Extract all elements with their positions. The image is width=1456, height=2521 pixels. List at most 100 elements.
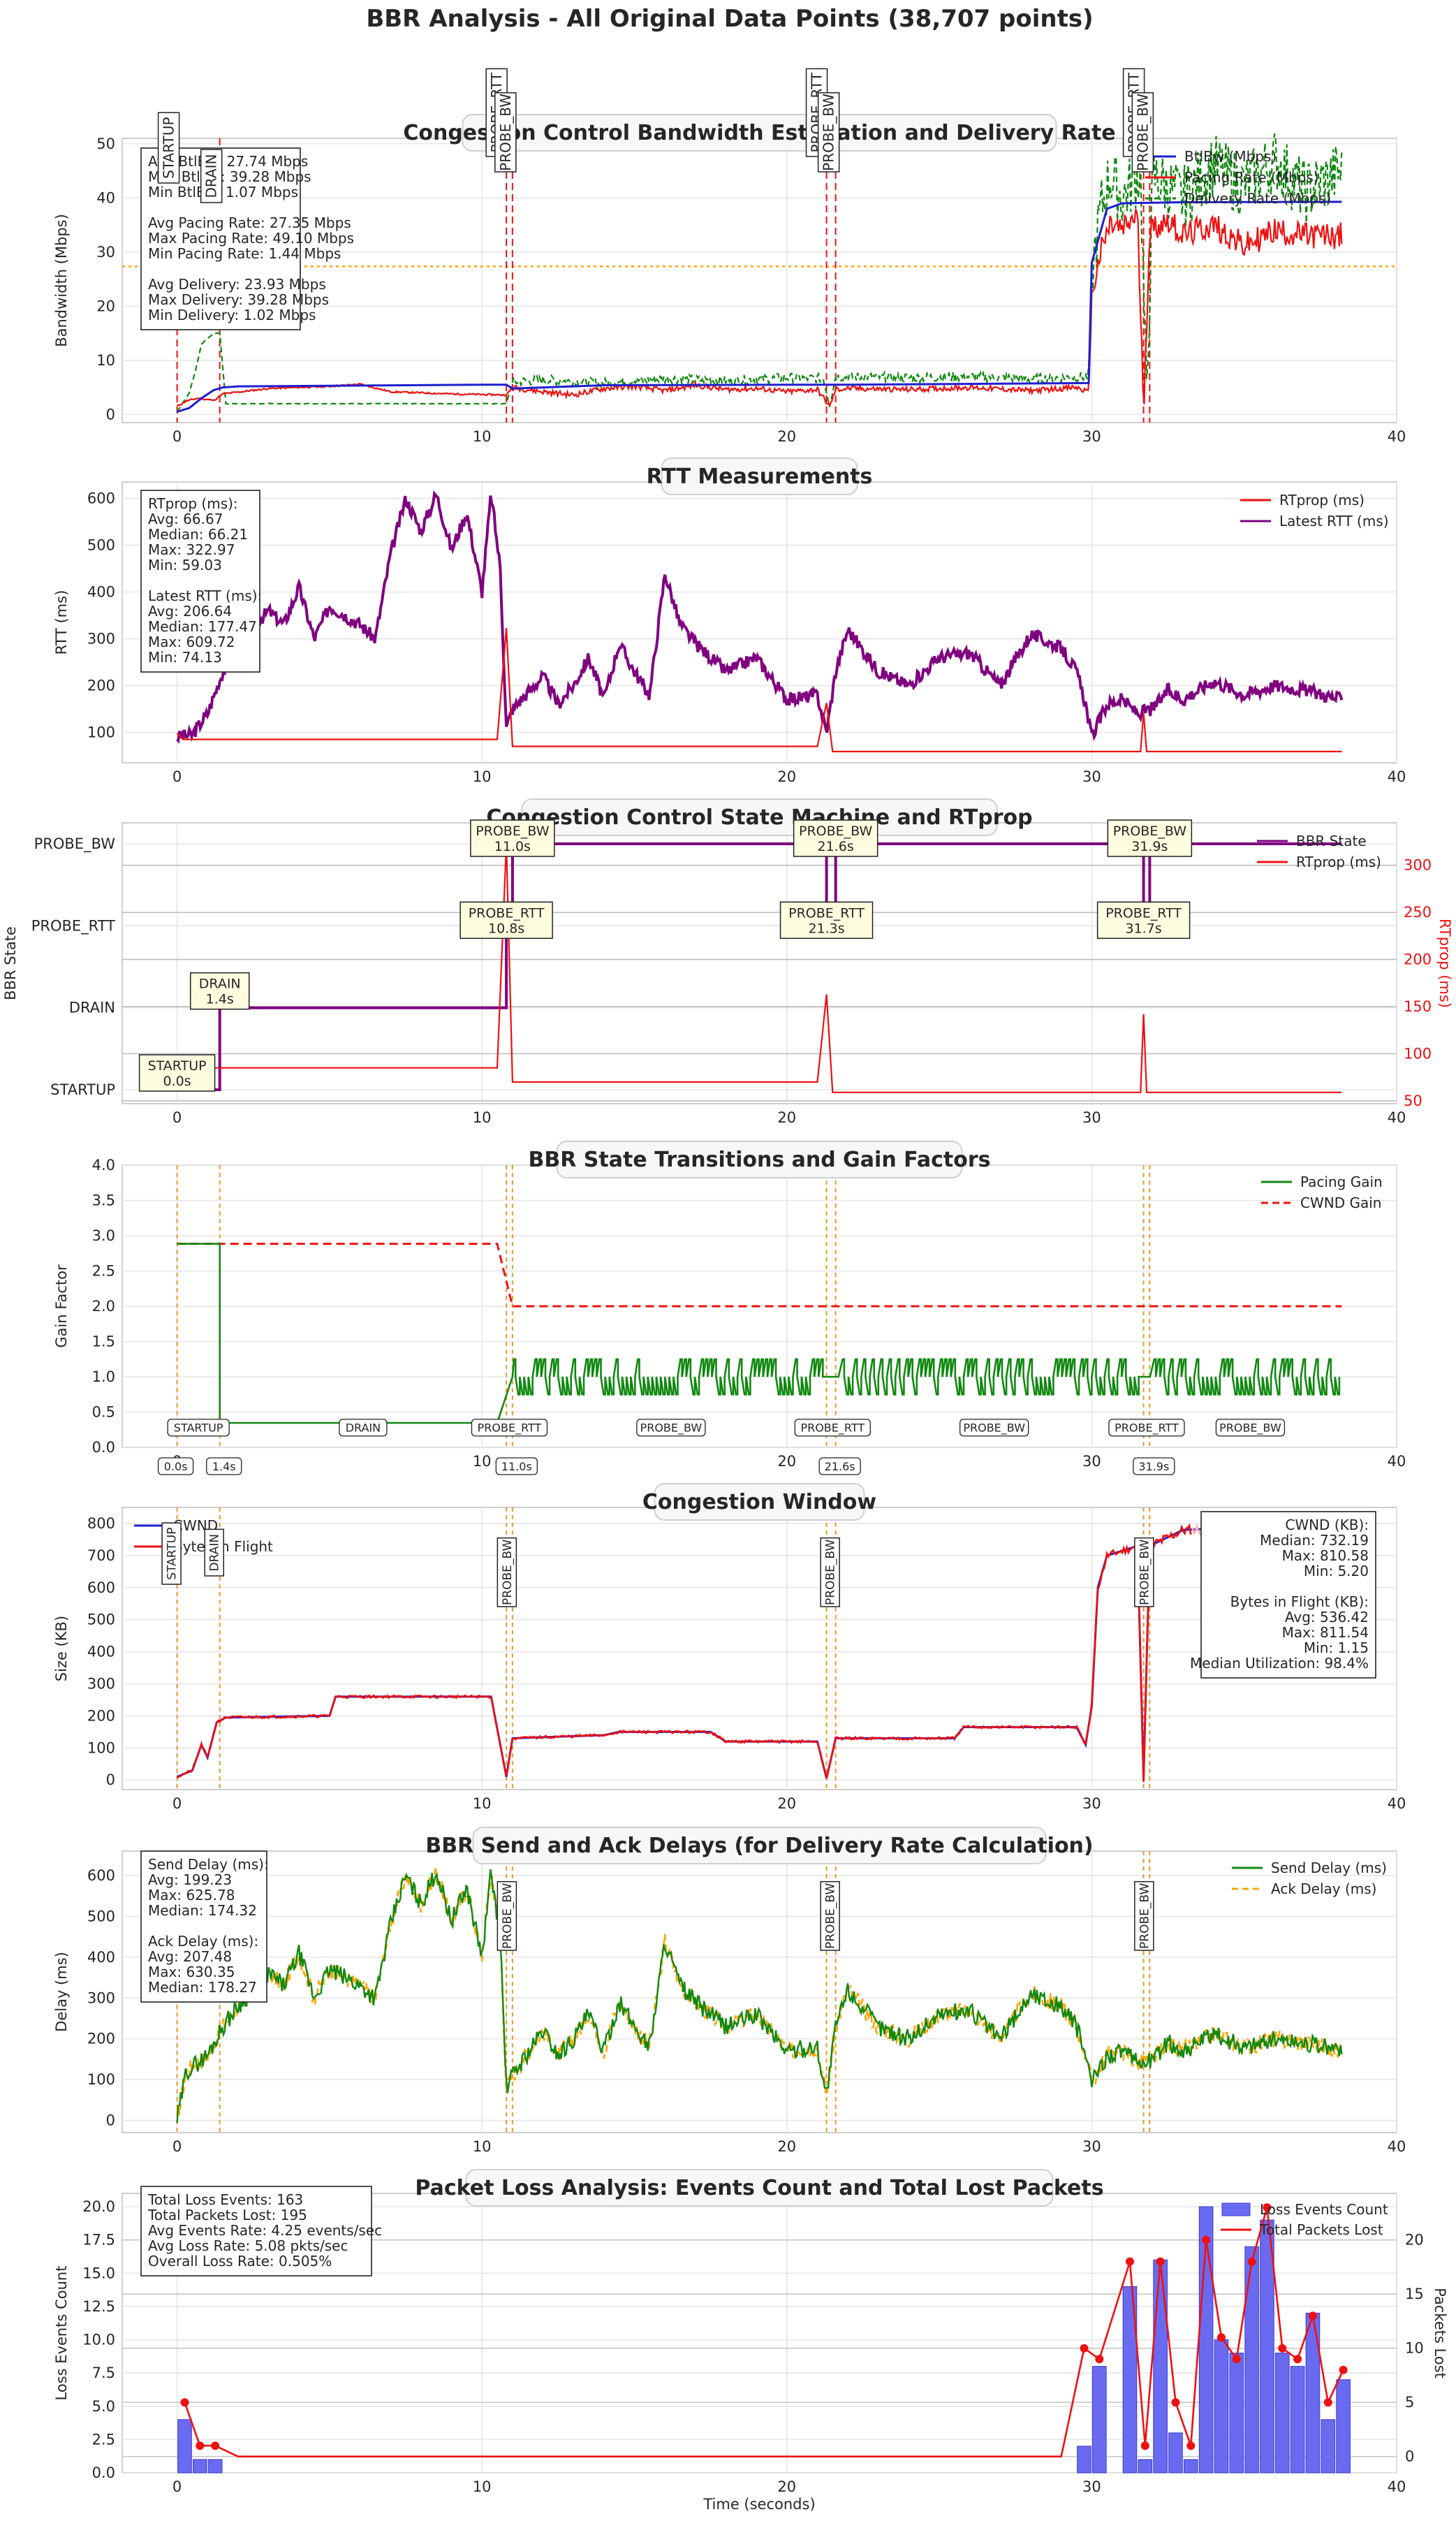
cwnd-gain-line (177, 1243, 1342, 1308)
y2-tick-label: 250 (1404, 904, 1432, 921)
stats-line: RTprop (ms): (148, 495, 238, 512)
loss-events-bar (1229, 2353, 1244, 2473)
panel-title: BBR State Transitions and Gain Factors (528, 1148, 990, 1172)
y-tick-label: 600 (87, 1579, 115, 1596)
x-tick-label: 30 (1082, 428, 1101, 445)
time-label-box (206, 1457, 242, 1475)
y-tick-label: 1.5 (92, 1333, 115, 1350)
y-tick-label: 15.0 (82, 2265, 115, 2281)
state-tick-label: STARTUP (50, 1081, 115, 1098)
y-tick-label: 10.0 (82, 2332, 115, 2348)
y-tick-label: 200 (87, 2031, 115, 2047)
x-tick-label: 10 (473, 1795, 492, 1812)
phase-label-box (636, 1419, 706, 1437)
state-tag-label: DRAIN (208, 1534, 222, 1572)
y-tick-label: 100 (87, 2071, 115, 2088)
y-tick-label: 0 (106, 406, 115, 423)
state-annotation-label: PROBE_RTT (1105, 905, 1182, 921)
stats-line: Max: 630.35 (148, 1964, 235, 1980)
y2-tick-label: 50 (1404, 1093, 1422, 1109)
y-tick-label: 400 (87, 583, 115, 600)
y-tick-label: 20 (96, 298, 115, 314)
phase-label: PROBE_BW (640, 1422, 703, 1435)
y2-tick-label: 150 (1404, 998, 1432, 1015)
time-label: 31.9s (1138, 1460, 1169, 1473)
plot-area (122, 822, 1397, 1104)
y-tick-label: 20.0 (82, 2198, 115, 2215)
time-label-box (157, 1457, 194, 1475)
state-annotation-box (459, 901, 553, 940)
y-tick-label: 30 (96, 244, 115, 261)
y-tick-label: 800 (87, 1515, 115, 1532)
state-tag-label: PROBE_BW (824, 1540, 838, 1605)
state-tick-label: PROBE_RTT (31, 917, 115, 935)
state-tag-box (1134, 1537, 1154, 1607)
y2-tick-label: 300 (1404, 857, 1432, 874)
loss-events-bar (1274, 2353, 1290, 2473)
y-tick-label: 5.0 (92, 2398, 115, 2415)
stats-line: Min: 59.03 (148, 557, 222, 573)
x-tick-label: 20 (777, 428, 796, 445)
loss-events-bar (1168, 2432, 1183, 2473)
state-annotation-time: 31.7s (1126, 921, 1162, 936)
state-tag-box (497, 1537, 517, 1607)
rtprop-line (176, 628, 1342, 752)
loss-events-bar (1077, 2446, 1091, 2473)
stats-line: Min BtlBw: 1.07 Mbps (148, 184, 298, 200)
stats-box (140, 490, 260, 673)
state-annotation-box (1107, 819, 1193, 857)
y-axis-label: Gain Factor (53, 1264, 70, 1348)
state-annotation-box (793, 819, 878, 857)
y-tick-label: 100 (87, 1739, 115, 1756)
legend-label: Total Packets Lost (1259, 2221, 1383, 2238)
y2-tick-label: 10 (1405, 2340, 1424, 2357)
gain-factors-panel: 0102030400.00.51.01.52.02.53.03.54.0Gain… (53, 1141, 1406, 1475)
plot-area (122, 481, 1397, 763)
x-tick-label: 30 (1082, 2138, 1101, 2155)
state-tag-label: PROBE_BW (1138, 1540, 1152, 1605)
x-tick-label: 40 (1388, 1453, 1406, 1470)
stats-line: Max: 625.78 (148, 1887, 235, 1903)
y-tick-label: 200 (87, 1707, 115, 1724)
y-tick-label: 50 (96, 136, 115, 152)
pacing-gain-line (177, 1243, 1341, 1424)
packets-lost-point (180, 2398, 189, 2407)
stats-line: Total Loss Events: 163 (147, 2191, 303, 2208)
title-box (472, 1827, 1047, 1864)
packets-lost-point (1247, 2257, 1256, 2266)
stats-line: Overall Loss Rate: 0.505% (148, 2253, 332, 2270)
state-annotation-box (189, 972, 250, 1010)
time-label: 1.4s (212, 1460, 236, 1473)
legend-label: BBR State (1296, 833, 1367, 849)
pacing-rate-line (176, 209, 1343, 407)
y-tick-label: 10 (96, 352, 115, 369)
y2-axis-label: Packets Lost (1432, 2288, 1448, 2378)
y-tick-label: 300 (87, 1676, 115, 1693)
packets-lost-point (1308, 2311, 1317, 2321)
state-annotation-time: 11.0s (494, 839, 531, 854)
packets-lost-point (1232, 2355, 1241, 2364)
time-label: 0.0s (164, 1460, 188, 1473)
state-annotation-time: 31.9s (1131, 839, 1168, 854)
state-tag-box (497, 1880, 517, 1951)
loss-events-bar (1138, 2459, 1153, 2473)
phase-label: DRAIN (346, 1422, 381, 1435)
packets-lost-line (184, 2207, 1344, 2457)
y2-tick-label: 200 (1404, 951, 1432, 968)
loss-events-bar (1305, 2312, 1321, 2473)
y-tick-label: 12.5 (82, 2298, 115, 2315)
packets-lost-point (1080, 2344, 1089, 2353)
packets-lost-point (1293, 2355, 1302, 2364)
title-box (462, 114, 1057, 152)
stats-line: CWND (KB): (1285, 1517, 1369, 1533)
x-tick-label: 40 (1388, 1109, 1406, 1126)
packets-lost-point (1156, 2257, 1165, 2266)
state-annotation-time: 10.8s (488, 921, 524, 936)
y-tick-label: 400 (87, 1644, 115, 1660)
legend-label: Pacing Rate (Mbps) (1184, 169, 1319, 186)
packets-lost-point (1095, 2355, 1104, 2364)
packets-lost-point (1278, 2344, 1287, 2353)
x-tick-label: 40 (1388, 2138, 1406, 2155)
y2-tick-label: 20 (1405, 2232, 1424, 2249)
